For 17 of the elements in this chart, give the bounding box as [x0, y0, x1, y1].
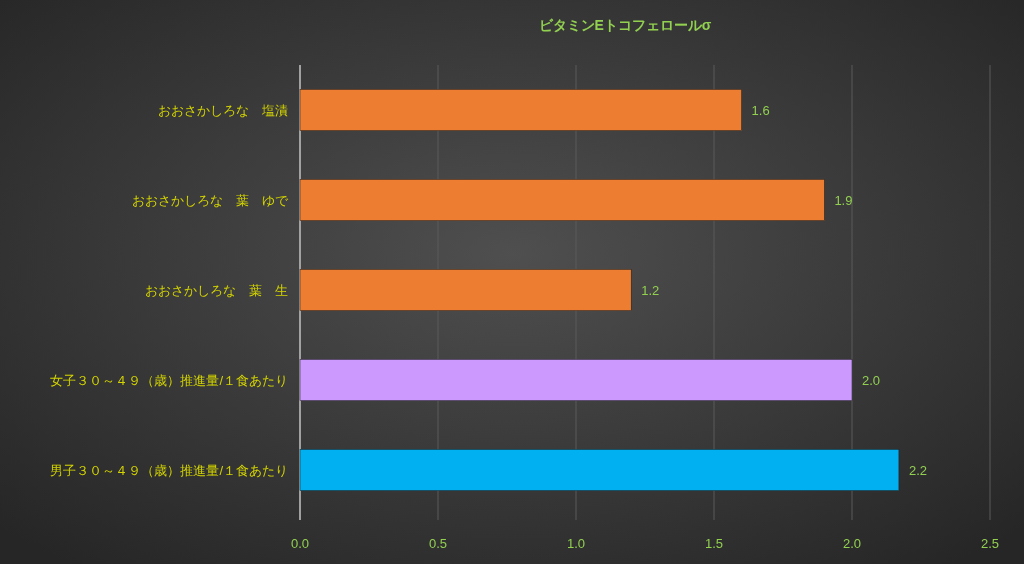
x-tick-label: 0.0: [290, 536, 310, 551]
y-tick-label: おおさかしろな 塩漬: [158, 103, 288, 118]
chart-title: ビタミンEトコフェロールσ: [538, 17, 712, 33]
y-tick-label: おおさかしろな 葉 ゆで: [132, 193, 289, 208]
data-label: 1.9: [834, 193, 853, 208]
x-tick-label: 2.5: [980, 536, 1000, 551]
data-label: 1.2: [641, 283, 660, 298]
x-tick-label: 0.5: [428, 536, 448, 551]
x-tick-label: 1.0: [566, 536, 586, 551]
y-tick-label: おおさかしろな 葉 生: [145, 283, 288, 298]
x-tick-label: 2.0: [842, 536, 862, 551]
y-tick-label: 男子３０～４９（歳）推進量/１食あたり: [50, 463, 288, 478]
y-tick-label: 女子３０～４９（歳）推進量/１食あたり: [50, 373, 288, 388]
data-label: 2.0: [862, 373, 881, 388]
data-label: 1.6: [751, 103, 770, 118]
data-label: 2.2: [908, 463, 927, 478]
x-tick-label: 1.5: [704, 536, 724, 551]
